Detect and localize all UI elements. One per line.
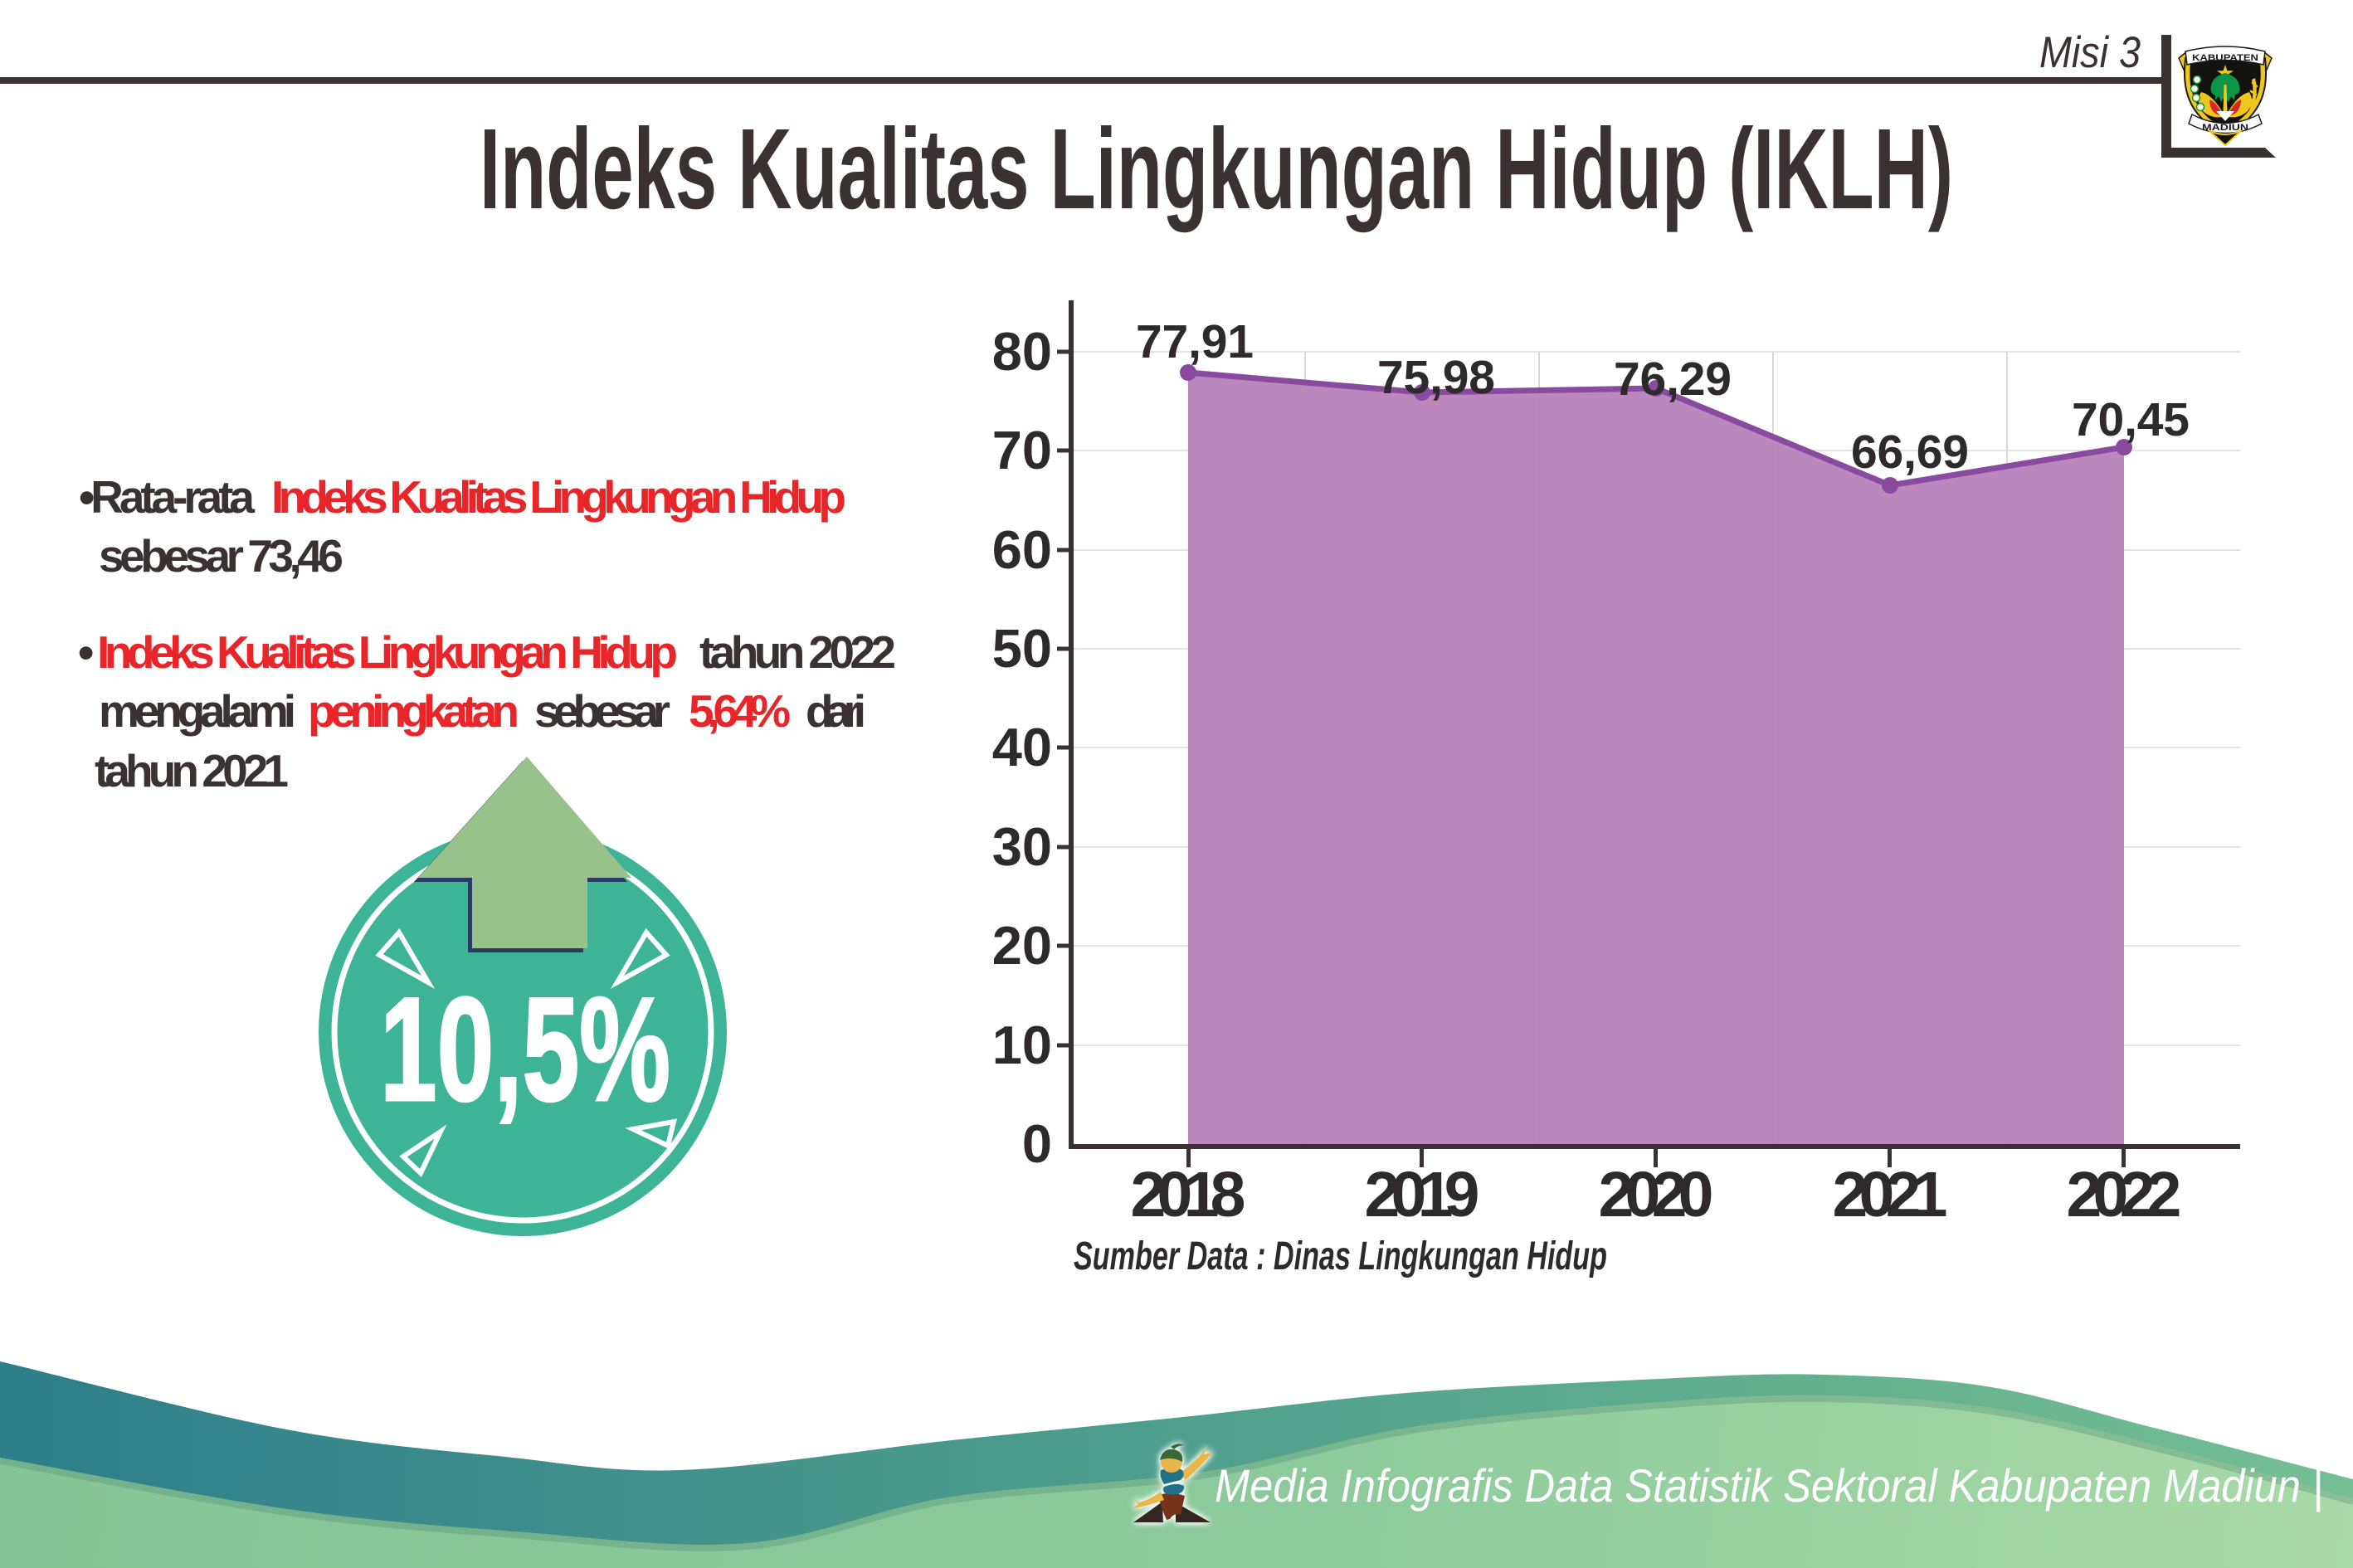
svg-text:MADIUN: MADIUN — [2202, 123, 2248, 133]
svg-text:77,91: 77,91 — [1136, 315, 1254, 368]
svg-text:tahun 2021: tahun 2021 — [95, 745, 289, 796]
svg-text:KABUPATEN: KABUPATEN — [2192, 53, 2258, 63]
svg-text:2018: 2018 — [1131, 1159, 1246, 1230]
svg-text:Indeks Kualitas Lingkungan Hid: Indeks Kualitas Lingkungan Hidup — [271, 471, 846, 523]
svg-text:Indeks Kualitas Lingkungan Hid: Indeks Kualitas Lingkungan Hidup (IKLH) — [480, 105, 1953, 233]
svg-text:50: 50 — [992, 618, 1052, 679]
svg-text:40: 40 — [992, 717, 1052, 777]
svg-text:80: 80 — [992, 321, 1052, 382]
svg-text:Media Infografis Data Statisti: Media Infografis Data Statistik Sektoral… — [1215, 1459, 2323, 1512]
svg-text:60: 60 — [992, 519, 1052, 580]
svg-text:66,69: 66,69 — [1851, 426, 1969, 479]
svg-text:2020: 2020 — [1599, 1159, 1714, 1230]
svg-text:•Rata-rata: •Rata-rata — [79, 471, 255, 523]
svg-text:70,45: 70,45 — [2072, 393, 2190, 446]
svg-text:10,5%: 10,5% — [380, 967, 670, 1132]
svg-text:sebesar: sebesar — [534, 685, 670, 737]
svg-text:tahun 2022: tahun 2022 — [699, 626, 896, 678]
svg-text:mengalami: mengalami — [99, 685, 296, 737]
svg-text:5,64%: 5,64% — [689, 685, 791, 737]
svg-text:20: 20 — [992, 915, 1052, 976]
svg-text:•: • — [78, 626, 94, 678]
svg-text:Sumber Data : Dinas Lingkungan: Sumber Data : Dinas Lingkungan Hidup — [1074, 1234, 1607, 1278]
svg-text:2019: 2019 — [1365, 1159, 1480, 1230]
svg-text:2022: 2022 — [2067, 1159, 2182, 1230]
svg-text:70: 70 — [992, 420, 1052, 480]
svg-text:75,98: 75,98 — [1377, 351, 1495, 404]
svg-text:2021: 2021 — [1833, 1159, 1948, 1230]
svg-text:30: 30 — [992, 816, 1052, 877]
svg-text:peningkatan: peningkatan — [308, 685, 519, 737]
svg-text:Indeks Kualitas Lingkungan Hid: Indeks Kualitas Lingkungan Hidup — [97, 626, 678, 678]
svg-text:Misi 3: Misi 3 — [2039, 28, 2141, 77]
svg-text:sebesar 73,46: sebesar 73,46 — [99, 530, 343, 582]
svg-text:10: 10 — [992, 1015, 1052, 1075]
svg-text:dari: dari — [806, 685, 866, 737]
svg-text:0: 0 — [1022, 1113, 1052, 1174]
svg-text:76,29: 76,29 — [1614, 353, 1732, 406]
